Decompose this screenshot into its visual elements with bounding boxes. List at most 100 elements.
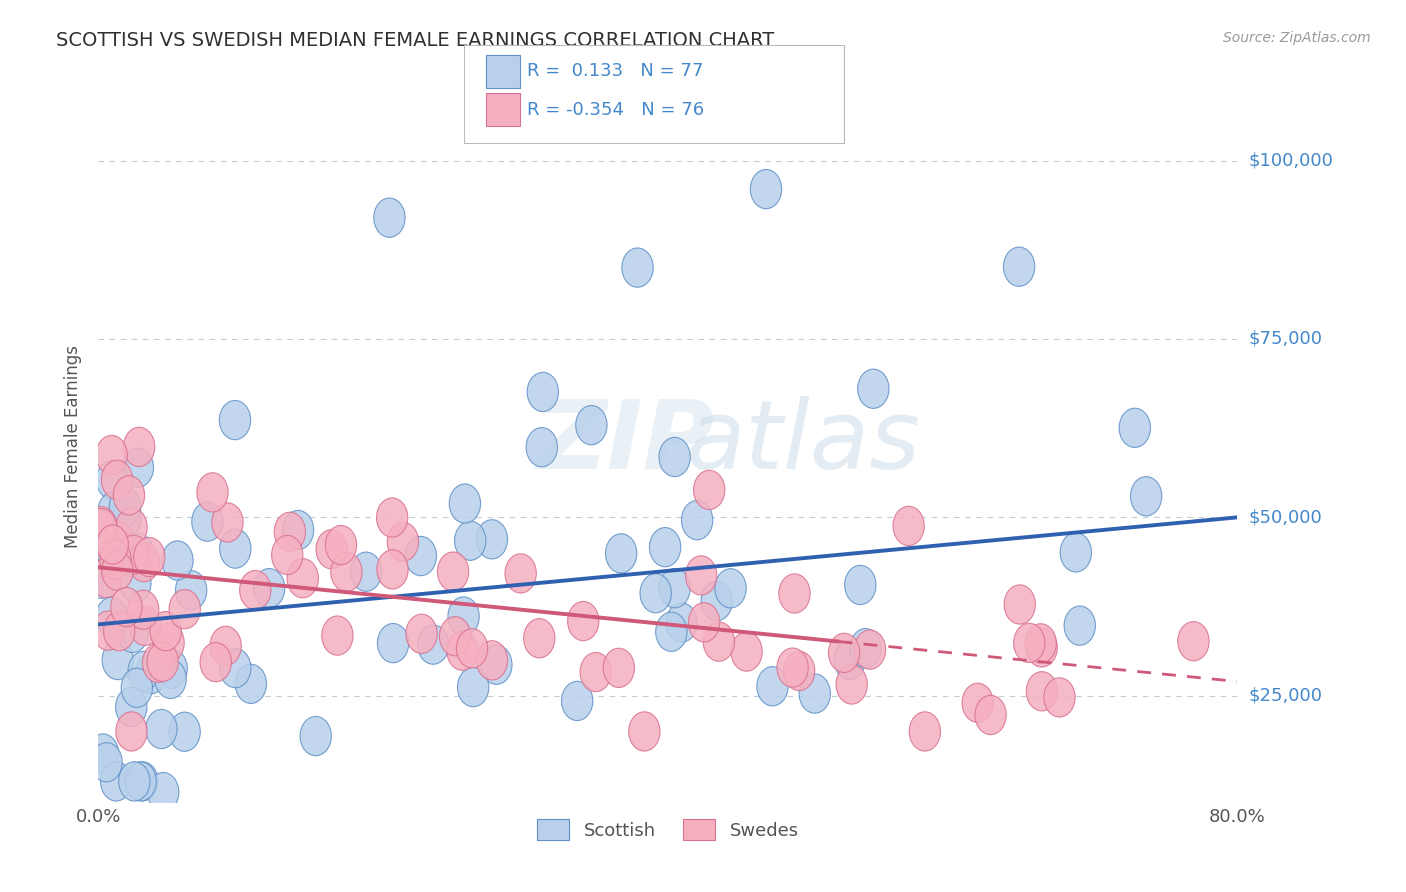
Ellipse shape <box>114 475 145 515</box>
Ellipse shape <box>756 666 789 706</box>
Ellipse shape <box>1026 628 1057 667</box>
Ellipse shape <box>124 427 155 467</box>
Ellipse shape <box>714 569 747 608</box>
Ellipse shape <box>142 643 174 682</box>
Ellipse shape <box>121 668 152 707</box>
Ellipse shape <box>1004 585 1035 624</box>
Ellipse shape <box>779 574 810 613</box>
Ellipse shape <box>93 611 124 650</box>
Ellipse shape <box>87 734 118 773</box>
Ellipse shape <box>477 640 508 680</box>
Ellipse shape <box>377 549 408 589</box>
Ellipse shape <box>682 500 713 540</box>
Ellipse shape <box>437 552 468 591</box>
Ellipse shape <box>686 556 717 595</box>
Ellipse shape <box>115 688 148 727</box>
Ellipse shape <box>110 498 142 537</box>
Legend: Scottish, Swedes: Scottish, Swedes <box>530 812 806 847</box>
Ellipse shape <box>523 619 555 658</box>
Ellipse shape <box>191 502 224 541</box>
Ellipse shape <box>1004 247 1035 286</box>
Ellipse shape <box>447 632 478 671</box>
Ellipse shape <box>1130 476 1161 516</box>
Ellipse shape <box>778 648 808 687</box>
Ellipse shape <box>176 571 207 610</box>
Ellipse shape <box>454 521 486 560</box>
Ellipse shape <box>125 762 156 801</box>
Ellipse shape <box>111 588 142 627</box>
Ellipse shape <box>101 551 134 591</box>
Ellipse shape <box>855 630 886 669</box>
Ellipse shape <box>128 651 159 690</box>
Ellipse shape <box>219 648 250 688</box>
Ellipse shape <box>851 629 882 668</box>
Ellipse shape <box>650 527 681 566</box>
Ellipse shape <box>148 642 179 681</box>
Ellipse shape <box>628 712 659 751</box>
Ellipse shape <box>481 645 512 684</box>
Ellipse shape <box>135 655 166 694</box>
Ellipse shape <box>568 601 599 640</box>
Ellipse shape <box>377 498 408 537</box>
Ellipse shape <box>751 169 782 209</box>
Text: ZIP: ZIP <box>537 396 714 489</box>
Ellipse shape <box>97 460 128 500</box>
Ellipse shape <box>104 611 135 650</box>
Ellipse shape <box>97 524 128 564</box>
Ellipse shape <box>1014 624 1045 663</box>
Ellipse shape <box>606 533 637 573</box>
Ellipse shape <box>150 612 181 651</box>
Ellipse shape <box>799 674 831 714</box>
Ellipse shape <box>86 559 117 599</box>
Ellipse shape <box>239 571 271 610</box>
Ellipse shape <box>128 542 160 582</box>
Ellipse shape <box>274 512 305 551</box>
Text: $100,000: $100,000 <box>1249 152 1333 169</box>
Ellipse shape <box>87 544 118 583</box>
Ellipse shape <box>962 683 994 723</box>
Ellipse shape <box>330 552 363 591</box>
Ellipse shape <box>197 473 228 512</box>
Ellipse shape <box>406 615 437 654</box>
Ellipse shape <box>828 633 859 673</box>
Ellipse shape <box>783 651 815 690</box>
Ellipse shape <box>449 597 479 636</box>
Ellipse shape <box>655 612 688 651</box>
Ellipse shape <box>101 460 132 500</box>
Ellipse shape <box>115 508 148 547</box>
Ellipse shape <box>97 492 129 532</box>
Ellipse shape <box>117 614 149 653</box>
Ellipse shape <box>457 629 488 668</box>
Ellipse shape <box>477 520 508 559</box>
Ellipse shape <box>156 649 187 689</box>
Text: atlas: atlas <box>685 396 920 489</box>
Ellipse shape <box>731 632 762 671</box>
Ellipse shape <box>640 574 671 613</box>
Ellipse shape <box>316 530 347 569</box>
Ellipse shape <box>1060 533 1091 572</box>
Ellipse shape <box>703 622 734 661</box>
Ellipse shape <box>90 558 122 598</box>
Ellipse shape <box>526 427 557 467</box>
Ellipse shape <box>118 762 150 801</box>
Ellipse shape <box>162 541 193 580</box>
Ellipse shape <box>659 568 690 607</box>
Ellipse shape <box>693 470 725 509</box>
Ellipse shape <box>1119 409 1150 448</box>
Ellipse shape <box>115 712 148 751</box>
Ellipse shape <box>561 681 593 721</box>
Ellipse shape <box>120 564 150 603</box>
Ellipse shape <box>134 538 165 577</box>
Ellipse shape <box>1026 672 1057 711</box>
Text: R = -0.354   N = 76: R = -0.354 N = 76 <box>527 101 704 119</box>
Ellipse shape <box>1025 624 1056 663</box>
Ellipse shape <box>86 507 117 546</box>
Ellipse shape <box>621 248 654 287</box>
Text: $50,000: $50,000 <box>1249 508 1322 526</box>
Ellipse shape <box>325 525 357 565</box>
Ellipse shape <box>100 540 131 579</box>
Ellipse shape <box>153 624 184 663</box>
Ellipse shape <box>377 624 409 663</box>
Ellipse shape <box>702 582 733 621</box>
Text: $75,000: $75,000 <box>1249 330 1323 348</box>
